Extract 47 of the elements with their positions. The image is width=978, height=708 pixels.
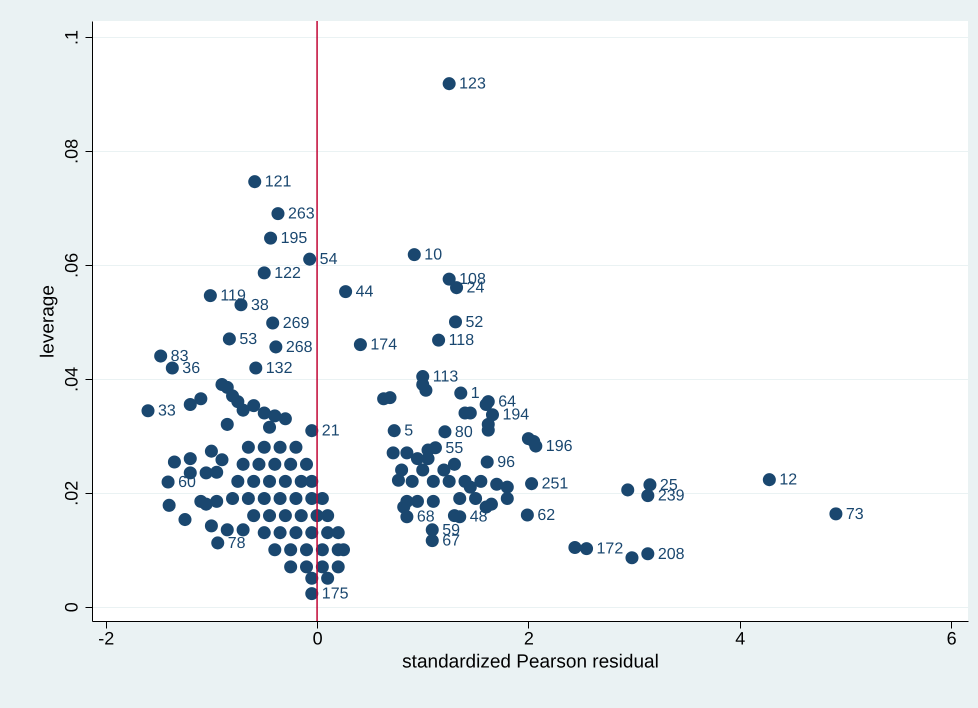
annotation: 175 (322, 586, 349, 603)
annotation: 122 (274, 264, 302, 282)
annotation: 196 (546, 438, 573, 456)
annotation: 195 (280, 230, 308, 248)
y-tick-label: .08 (62, 138, 82, 164)
y-tick-label: .1 (62, 30, 82, 45)
x-tick-label: 2 (524, 628, 534, 648)
y-tick-label: 0 (62, 602, 82, 612)
annotation: 62 (537, 507, 556, 524)
annotation: 1 (470, 385, 480, 402)
annotation: 113 (432, 368, 458, 386)
y-tick-label: .02 (62, 480, 82, 506)
annotation: 73 (846, 506, 864, 523)
annotation: 10 (424, 246, 442, 264)
annotation: 174 (370, 336, 398, 354)
annotation: 78 (228, 534, 246, 552)
x-axis-title: standardized Pearson residual (402, 652, 659, 672)
annotation: 21 (322, 422, 340, 440)
annotation: 96 (497, 454, 516, 472)
annotation: 54 (320, 251, 338, 268)
annotation: 268 (286, 338, 313, 356)
annotation: 33 (158, 402, 176, 420)
annotation: 44 (356, 284, 374, 301)
annotation: 12 (779, 472, 798, 489)
annotation: 172 (596, 540, 624, 558)
y-axis-title: leverage (38, 285, 58, 358)
annotation: 118 (448, 332, 474, 350)
y-tick-label: .06 (62, 252, 82, 278)
x-tick-label: 6 (946, 628, 957, 648)
annotation: 263 (288, 206, 315, 223)
annotation: 38 (250, 296, 269, 314)
x-tick-label: 4 (735, 628, 746, 648)
annotation: 5 (404, 422, 414, 440)
annotation: 53 (239, 330, 258, 348)
y-tick-label: .04 (62, 366, 82, 392)
x-tick-label: -2 (98, 628, 114, 648)
x-tick-label: 0 (312, 628, 323, 648)
annotation: 132 (266, 360, 293, 378)
annotation: 269 (282, 314, 310, 332)
annotation: 121 (264, 174, 292, 191)
annotation: 68 (416, 508, 435, 526)
annotation: 251 (542, 476, 568, 493)
annotation: 123 (459, 76, 486, 93)
annotation: 52 (466, 314, 484, 331)
annotation: 55 (445, 440, 464, 457)
annotation: 80 (454, 424, 473, 441)
annotation: 208 (658, 546, 685, 563)
